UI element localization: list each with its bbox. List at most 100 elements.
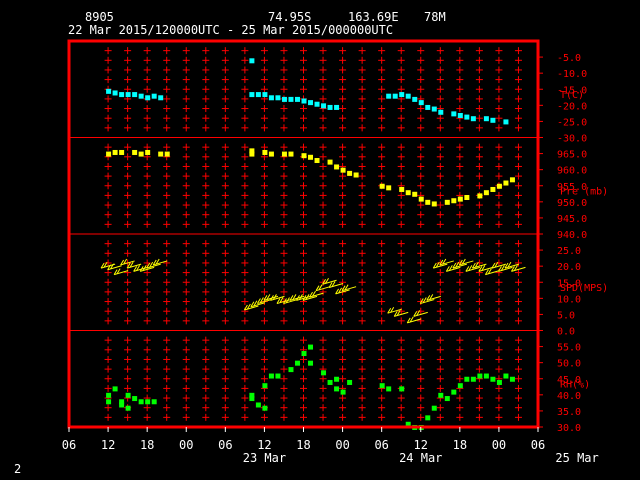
data-point [412,96,418,102]
wind-barb-flag [286,297,290,303]
wind-barb [465,266,480,272]
wind-barb-flag [422,297,427,303]
data-point [457,383,463,389]
wind-barb-flag [432,262,437,269]
data-point [308,344,314,350]
wind-barb-flag [302,295,307,301]
data-point [431,106,437,112]
wind-barb-flag [491,262,496,269]
data-point [119,402,125,408]
wind-barb [263,295,279,301]
data-point [125,405,131,411]
data-point [145,399,151,405]
wind-barb-flag [514,265,518,271]
wind-barb [459,260,474,266]
wind-barb-flag [426,295,431,301]
wind-barb-flag [103,261,108,268]
x-tick-label: 12 [257,438,271,452]
data-point [412,191,418,197]
data-point [314,101,320,107]
y-tick-label: -25.0 [557,117,587,128]
day-label: 25 Mar [555,451,598,465]
wind-barb-flag [393,311,398,317]
wind-barb-flag [152,259,157,266]
data-point [288,96,294,102]
wind-barb-flag [299,294,303,300]
data-point [340,389,346,395]
wind-barb-flag [429,294,434,300]
data-point [464,114,470,120]
x-tick-label: 00 [179,438,193,452]
y-tick-label: 945.0 [557,214,587,225]
data-point [340,167,346,173]
wind-barb-flag [289,295,294,301]
data-point [288,151,294,157]
data-point [281,151,287,157]
wind-barb-flag [243,304,248,311]
wind-barb-flag [498,266,502,272]
x-tick-label: 12 [414,438,428,452]
wind-barb-flag [322,278,326,285]
wind-barb [140,266,155,272]
data-point [294,96,300,102]
data-point [457,112,463,118]
wind-barb-flag [139,266,144,272]
data-point [138,399,144,405]
data-point [496,379,502,385]
wind-barb-flag [292,294,297,300]
wind-barb [113,270,129,276]
x-tick-label: 06 [62,438,76,452]
wind-barb-flag [484,269,489,275]
wind-barb-flag [507,261,512,268]
data-point [158,151,164,157]
wind-barb-flag [266,294,271,300]
day-label: 24 Mar [399,451,442,465]
wind-barb [244,305,259,311]
data-point [262,92,268,98]
wind-barb [478,266,494,272]
wind-barb [276,299,292,305]
page-number: 2 [14,462,22,476]
wind-barb-flag [146,262,151,269]
data-point [262,405,268,411]
data-point [321,370,327,376]
data-point [119,149,125,155]
wind-barb [394,311,409,317]
wind-barb-flag [455,261,460,268]
data-point [119,399,125,405]
data-point [379,383,385,389]
data-point [327,104,333,110]
data-point [451,198,457,204]
wind-barb-flag [458,259,463,266]
wind-barb [328,282,344,288]
data-point [145,95,151,101]
wind-barb [335,289,350,295]
data-point [405,93,411,99]
data-point [132,92,138,98]
wind-barb [387,308,402,314]
wind-barb [289,295,305,301]
wind-barb [446,266,461,272]
data-point [477,373,483,379]
data-point [138,93,144,99]
wind-barb [491,263,507,269]
wind-barb-flag [256,298,261,304]
data-point [288,367,294,373]
x-tick-label: 18 [140,438,154,452]
data-point [418,100,424,106]
wind-barb-flag [246,303,251,310]
x-tick-label: 18 [296,438,310,452]
wind-barb-flag [387,307,392,314]
data-point [399,386,405,392]
wind-barb-flag [344,284,349,290]
y-tick-label: -5.0 [557,53,581,64]
wind-barb-flag [474,261,479,268]
time-period: 22 Mar 2015/120000UTC - 25 Mar 2015/0000… [68,23,394,37]
wind-barb-flag [478,266,483,272]
wind-barb-flag [263,295,268,301]
data-point [405,421,411,427]
data-point [125,392,131,398]
wind-barb [283,299,298,305]
data-point [301,351,307,357]
x-tick-label: 06 [531,438,545,452]
